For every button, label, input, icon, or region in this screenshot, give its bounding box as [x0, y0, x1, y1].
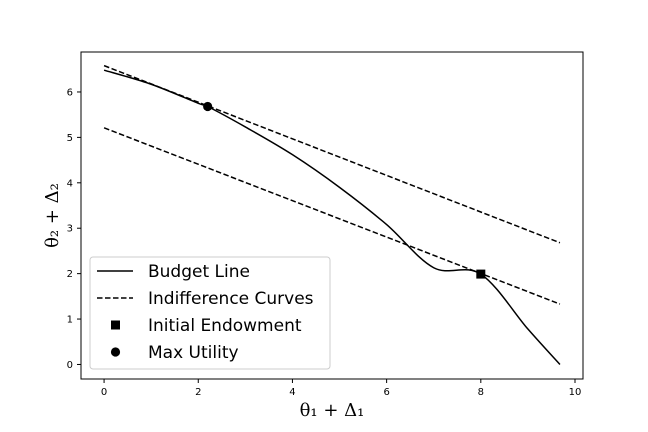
legend-label: Budget Line: [148, 262, 250, 282]
legend-item: Indifference Curves: [97, 289, 314, 309]
legend-box: [89, 256, 331, 370]
legend: Budget Line Indifference Curves Initial En…: [89, 256, 331, 370]
x-tick-label: 4: [289, 387, 295, 398]
legend-item: Max Utility: [110, 343, 239, 363]
plot-area: [103, 64, 561, 365]
x-tick-label: 8: [478, 387, 484, 398]
budget-line: [103, 69, 561, 365]
y-tick-label: 0: [67, 360, 73, 371]
y-tick-label: 2: [67, 269, 73, 280]
legend-label: Max Utility: [148, 343, 239, 363]
legend-item: Initial Endowment: [111, 316, 302, 336]
x-tick-label: 10: [569, 387, 582, 398]
legend-square-marker: [111, 320, 120, 330]
x-tick-label: 6: [383, 387, 389, 398]
legend-circle-marker: [110, 347, 121, 357]
indifference-curve-1: [103, 64, 561, 244]
x-tick-label: 2: [195, 387, 201, 398]
legend-item: Budget Line: [97, 262, 250, 282]
max-utility-point: [203, 101, 213, 112]
legend-label: Initial Endowment: [148, 316, 302, 336]
plot-frame: [80, 51, 584, 380]
y-axis-title: θ₂ + Δ₂: [42, 183, 63, 248]
y-tick-label: 6: [67, 87, 73, 98]
y-tick-label: 1: [67, 315, 73, 326]
indifference-curve-2: [103, 127, 561, 305]
x-tick-label: 0: [101, 387, 107, 398]
y-tick-label: 3: [67, 224, 73, 235]
axis-ticks: 0 2 4 6 8 10 0 1 2 3 4 5 6: [67, 87, 582, 398]
chart-markers: [203, 101, 486, 279]
x-axis-title: θ₁ + Δ₁: [300, 400, 365, 421]
y-tick-label: 5: [67, 133, 73, 144]
legend-label: Indifference Curves: [148, 289, 314, 309]
y-tick-label: 4: [67, 178, 73, 189]
initial-endowment-point: [476, 269, 486, 279]
